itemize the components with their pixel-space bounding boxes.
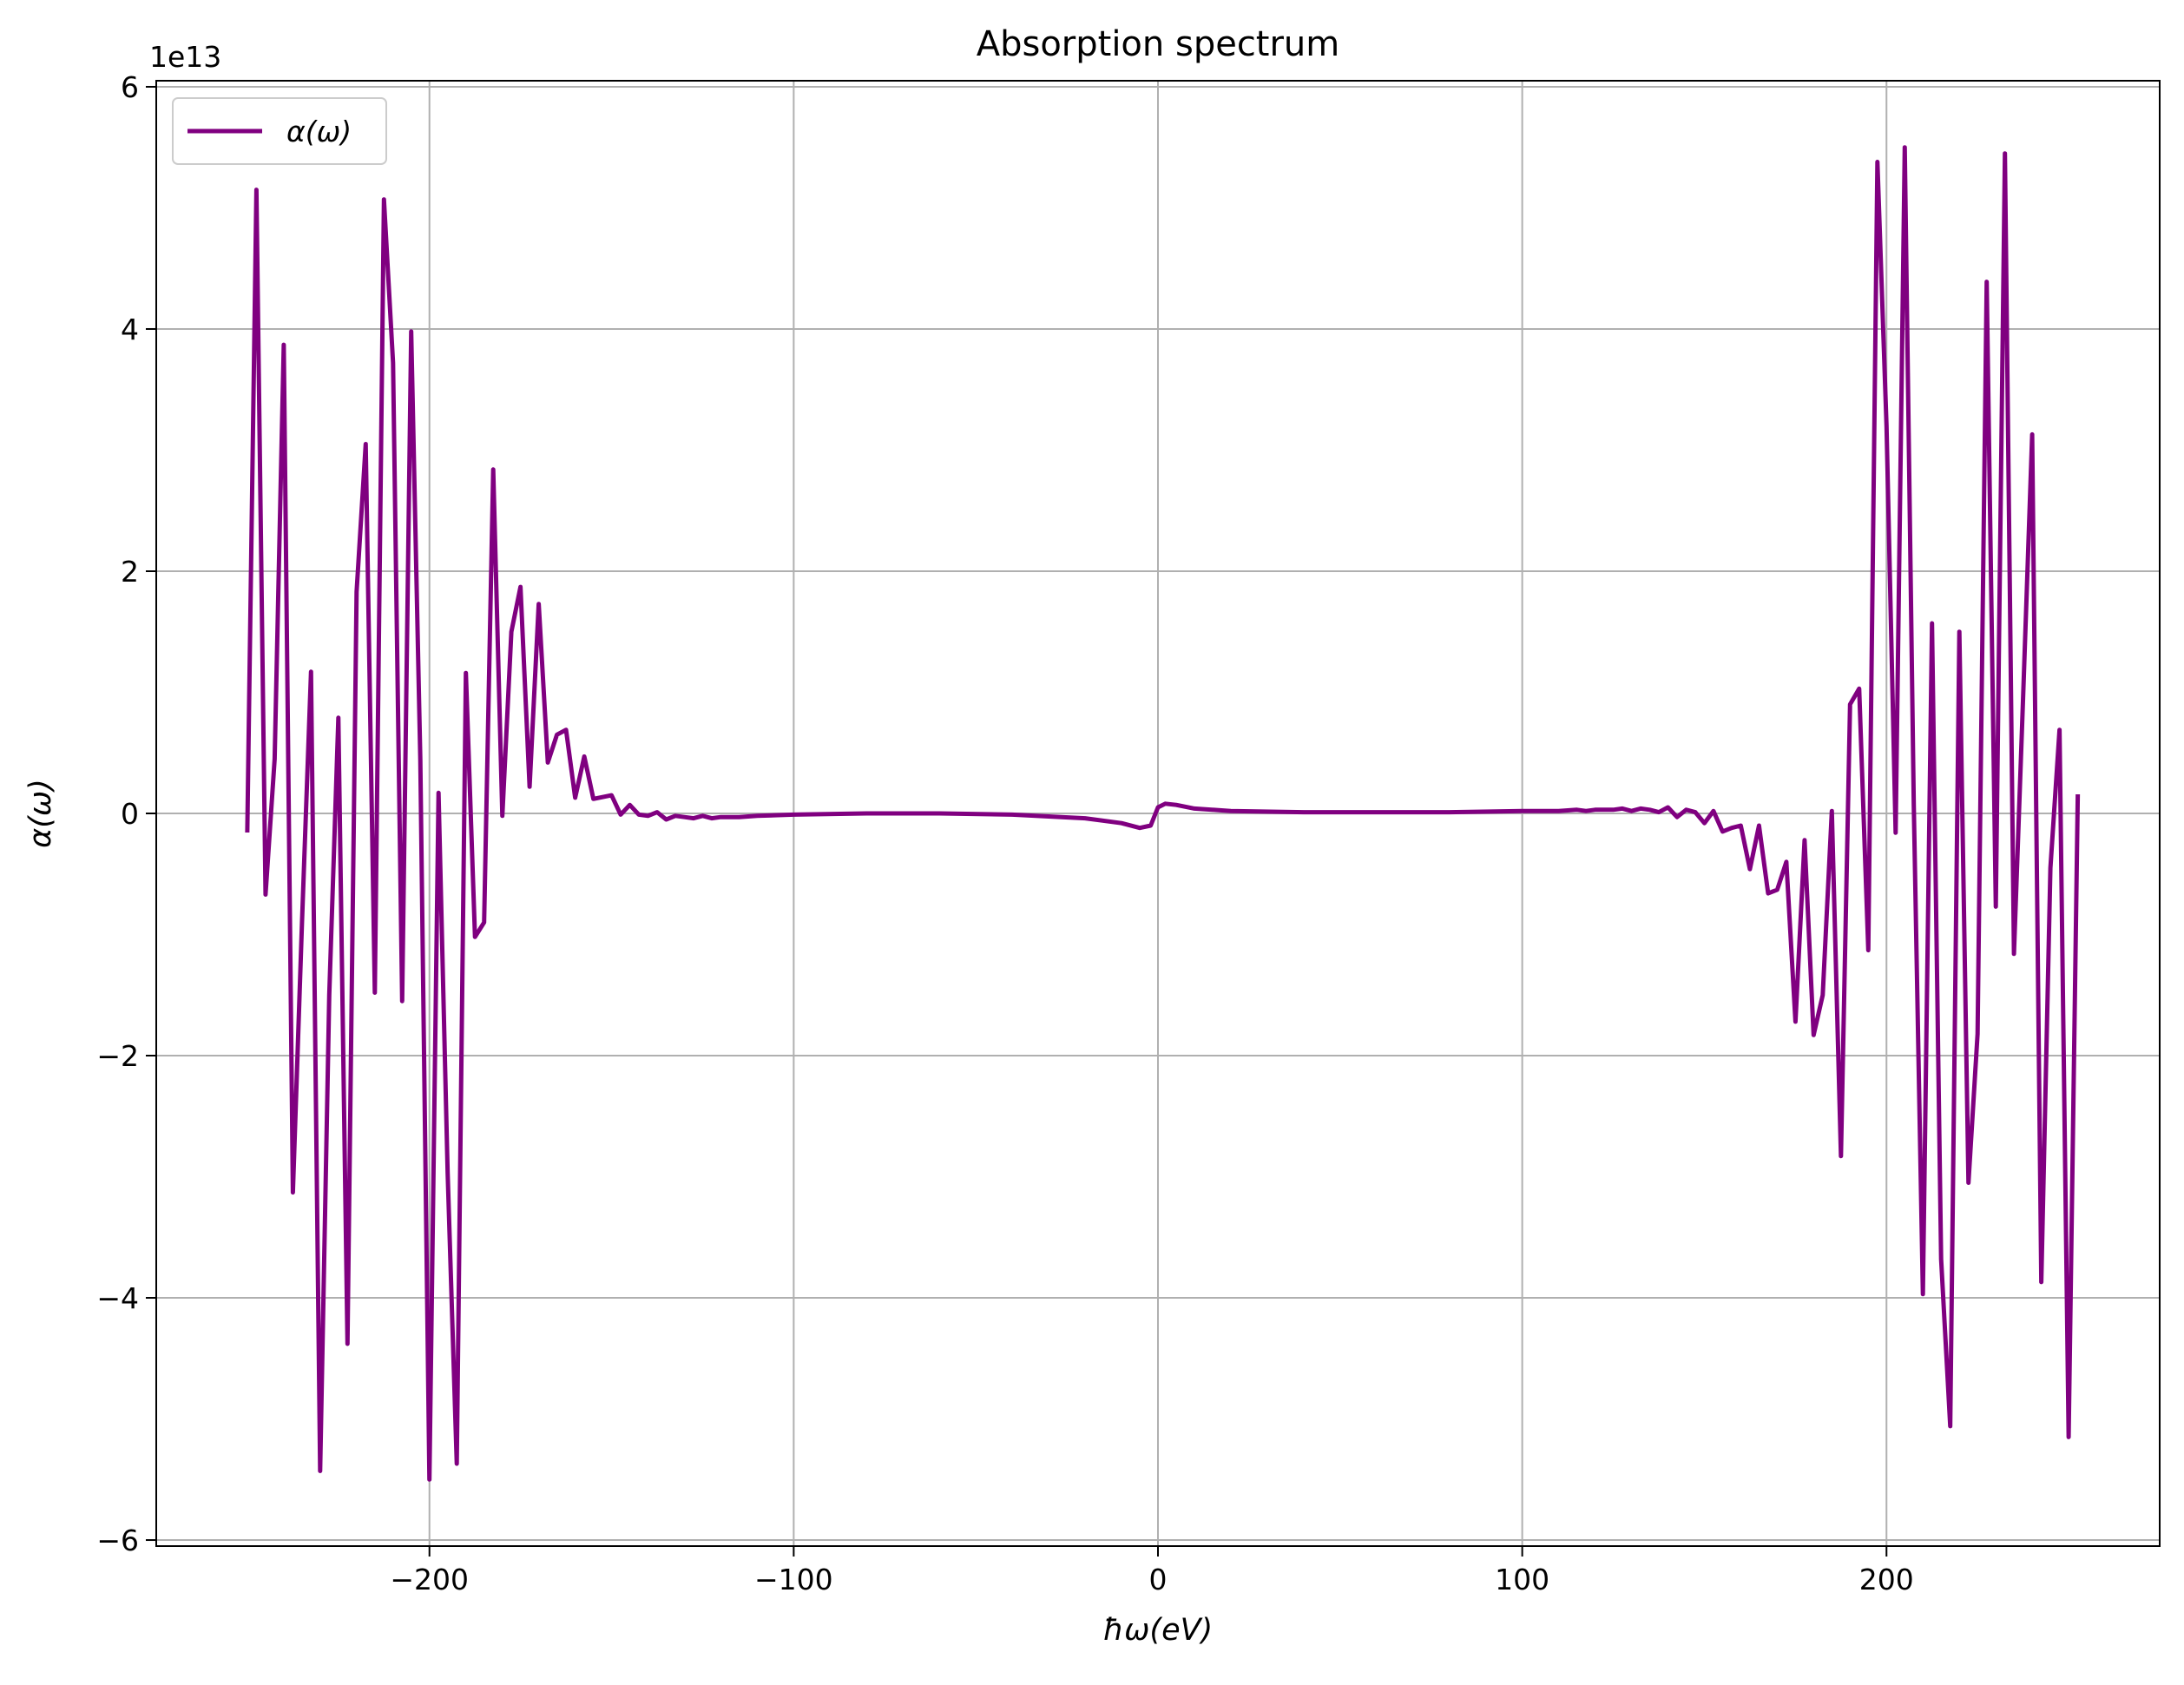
x-tick-label: 200 [1859,1563,1914,1596]
y-tick-label: 4 [121,313,139,346]
y-tick-label: −4 [96,1281,139,1315]
y-tick-label: 2 [121,555,139,589]
data-series [245,145,2081,1482]
x-tick-label: −100 [754,1563,833,1596]
legend: α(ω) [172,97,387,165]
axis-ticks: −200 −100 0 100 200 −6 −4 −2 0 2 4 6 [96,70,1913,1596]
x-axis-label: ħω(eV) [1103,1613,1213,1648]
series-line [245,145,2081,1482]
x-tick-label: −200 [390,1563,469,1596]
x-tick-label: 0 [1149,1563,1168,1596]
chart-title: Absorption spectrum [977,24,1340,64]
y-tick-label: 0 [121,797,139,831]
x-tick-label: 100 [1495,1563,1549,1596]
legend-box [172,97,387,165]
grid-lines [156,81,2160,1546]
y-tick-label: −6 [96,1524,139,1557]
y-tick-label: −2 [96,1039,139,1073]
y-axis-label: α(ω) [23,779,58,848]
y-tick-label: 6 [121,70,139,104]
legend-label: α(ω) [286,115,352,148]
y-axis-offset-label: 1e13 [149,40,221,74]
